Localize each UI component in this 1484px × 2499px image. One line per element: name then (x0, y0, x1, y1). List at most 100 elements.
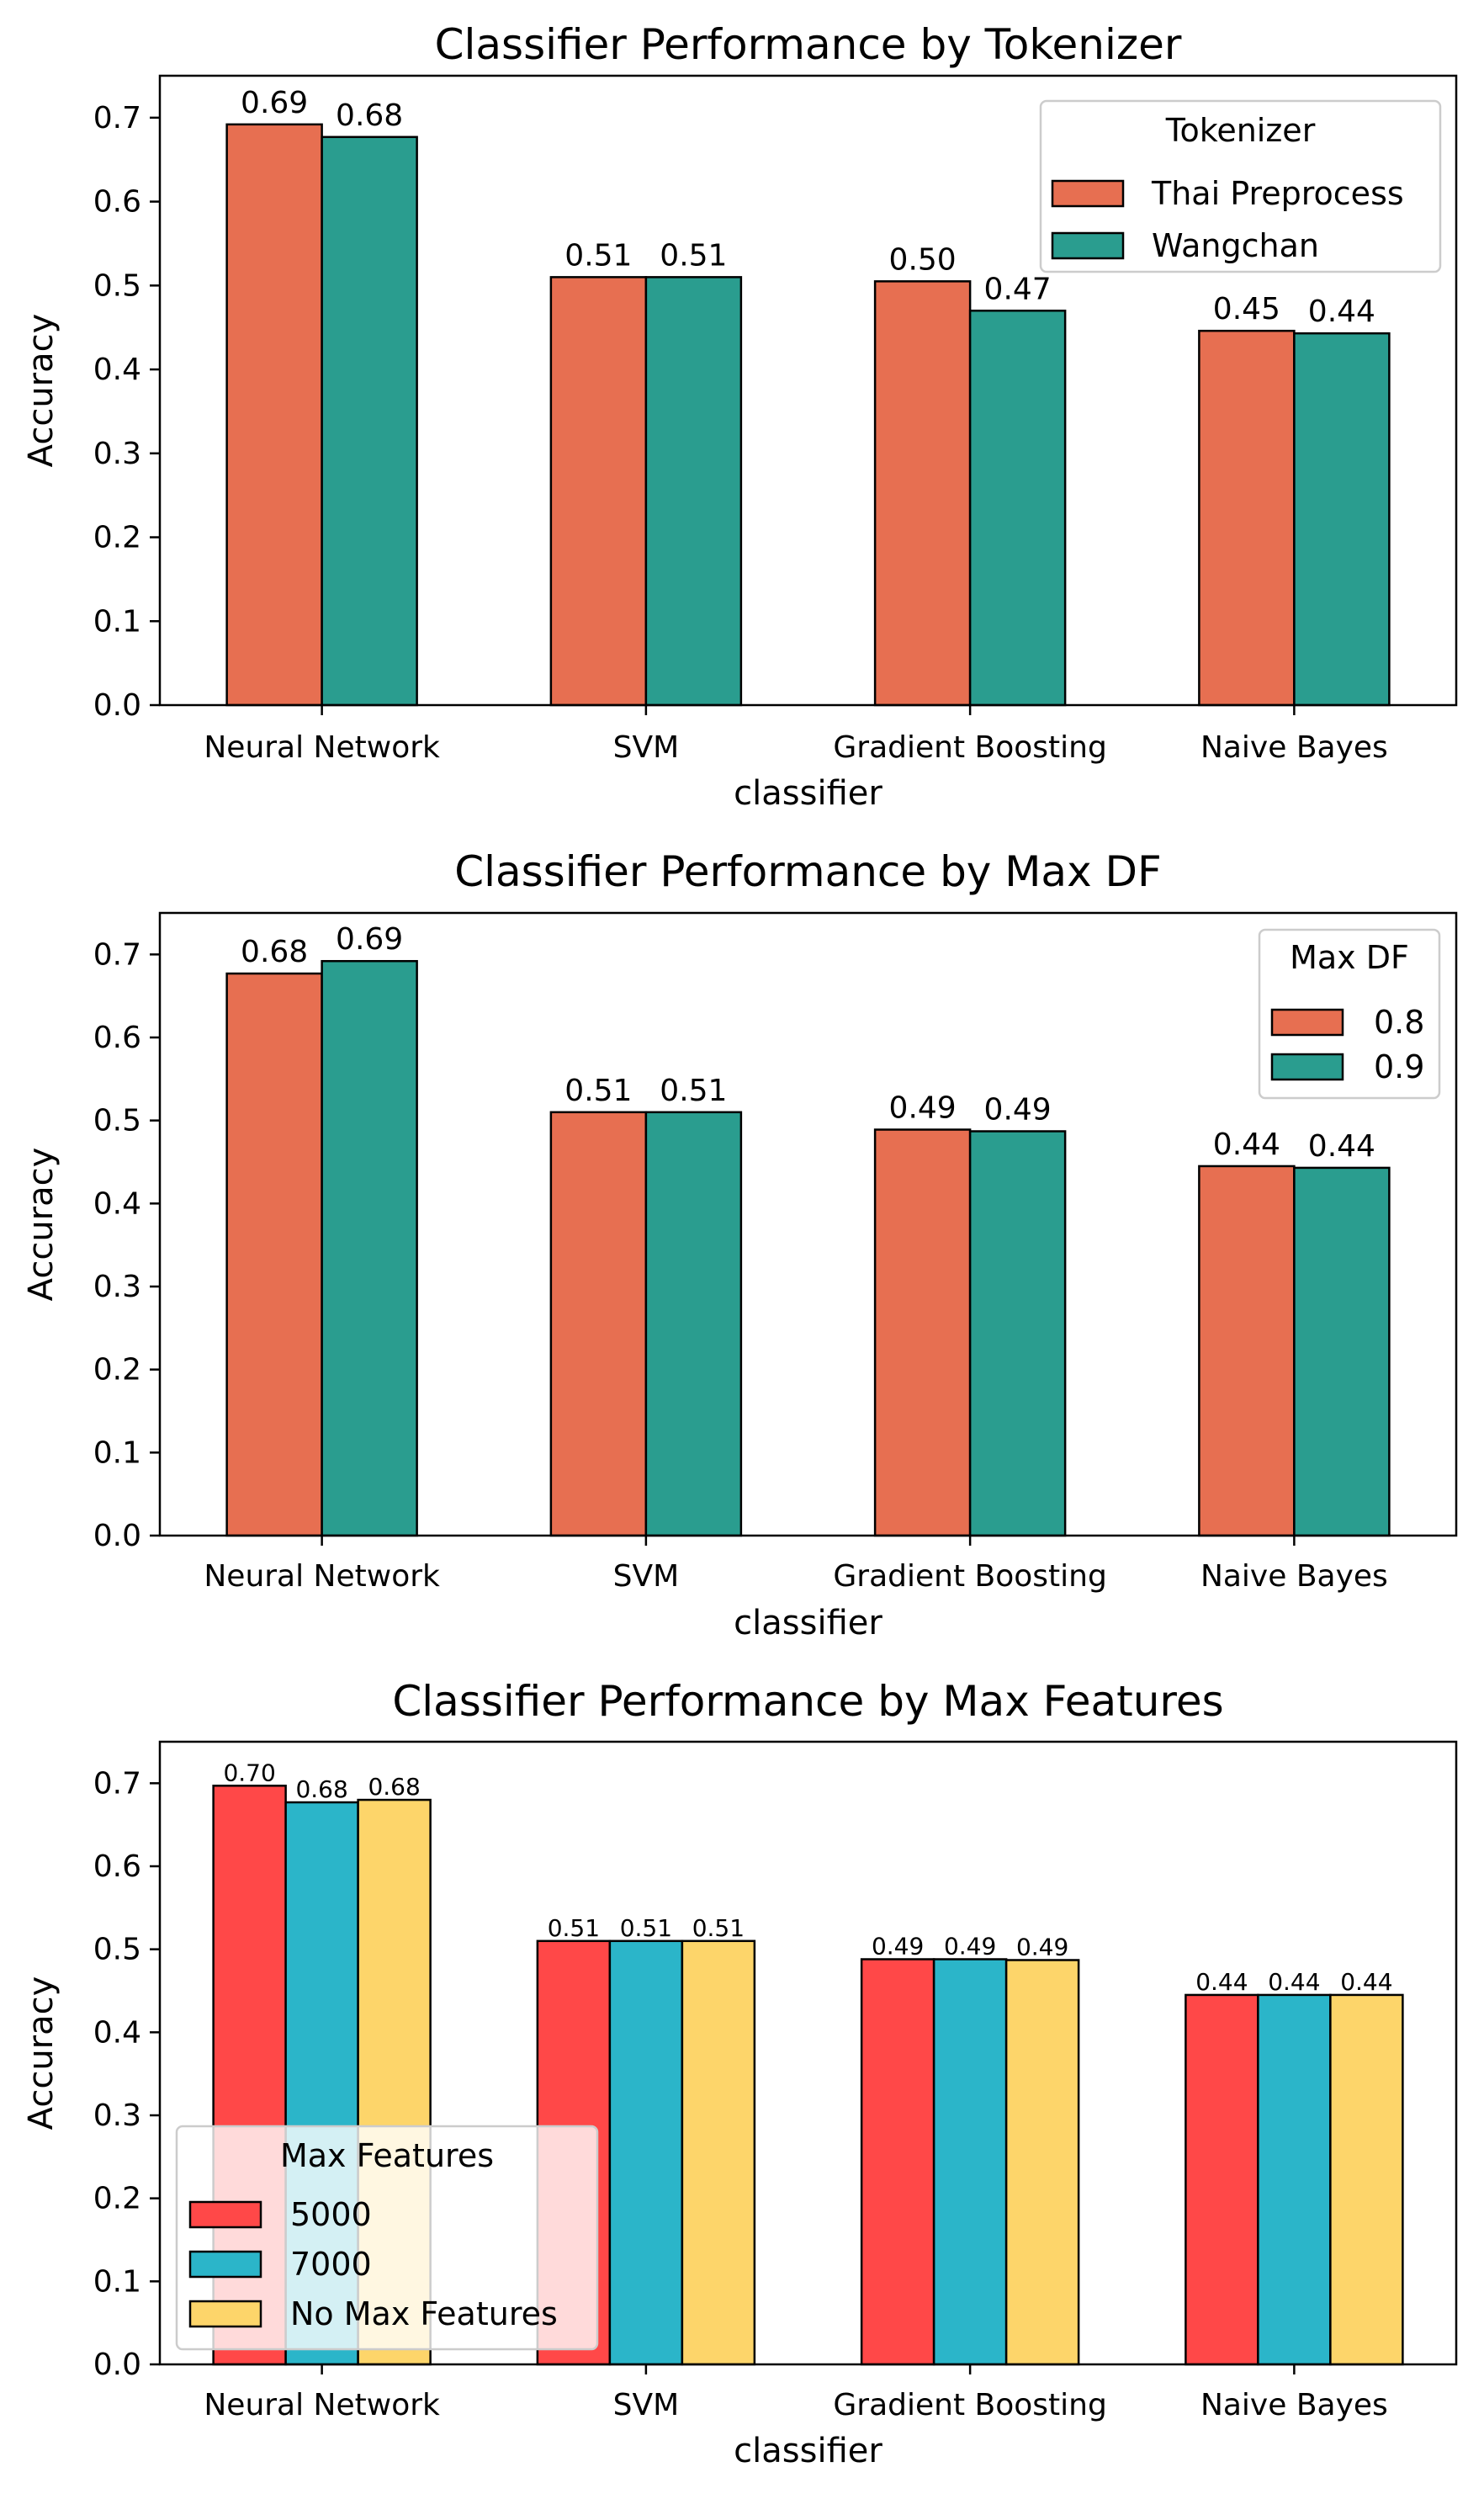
legend-swatch (188, 2250, 262, 2279)
bar-value-label: 0.51 (564, 238, 632, 273)
x-tick-label: SVM (613, 730, 680, 765)
bar (644, 1111, 743, 1537)
plot-area-frame (158, 74, 1458, 707)
legend-swatch (188, 2300, 262, 2328)
bar (321, 135, 418, 707)
bar (1004, 1959, 1080, 2366)
bar-value-label: 0.68 (241, 935, 308, 969)
bar-value-label: 0.68 (368, 1773, 420, 1801)
legend-swatch (188, 2200, 262, 2229)
chart-panel-3: Classifier Performance by Max Features 0.… (22, 1677, 1458, 2470)
y-tick-label: 0.3 (93, 2098, 141, 2133)
bar (873, 280, 972, 707)
bar-value-label: 0.68 (295, 1775, 347, 1803)
bar-value-label: 0.49 (944, 1933, 996, 1960)
legend-swatch (1270, 1053, 1344, 1081)
legend-title: Max Features (280, 2137, 494, 2174)
chart-title: Classifier Performance by Tokenizer (435, 20, 1182, 69)
bar-value-label: 0.50 (889, 242, 957, 277)
bar (860, 1958, 935, 2366)
legend-entry-label: No Max Features (290, 2295, 558, 2332)
bar-value-label: 0.69 (336, 922, 403, 957)
plot-area-frame (158, 1740, 1458, 2366)
y-tick-label: 0.6 (93, 1021, 141, 1055)
y-tick-label: 0.0 (93, 1519, 141, 1553)
bar (225, 972, 323, 1537)
bar (1293, 332, 1391, 707)
bar-value-label: 0.51 (660, 1074, 727, 1108)
y-tick-label: 0.5 (93, 1104, 141, 1138)
legend-entry-label: 7000 (290, 2246, 372, 2283)
bar (225, 123, 323, 707)
y-axis-label: Accuracy (22, 1976, 61, 2130)
legend-entry-label: Wangchan (1152, 227, 1319, 264)
chart-title: Classifier Performance by Max DF (454, 847, 1162, 896)
bar (1293, 1166, 1391, 1537)
x-tick-label: Naive Bayes (1200, 1559, 1388, 1594)
bar (968, 310, 1067, 707)
legend-entry-label: 5000 (290, 2196, 372, 2233)
bar-value-label: 0.70 (223, 1759, 275, 1786)
bar-value-label: 0.49 (872, 1933, 924, 1960)
legend-swatch (1270, 1008, 1344, 1037)
bar-value-label: 0.44 (1268, 1968, 1320, 1996)
y-tick-label: 0.3 (93, 437, 141, 471)
legend-entry-label: 0.8 (1374, 1004, 1424, 1041)
bar-value-label: 0.51 (548, 1914, 600, 1942)
bar (644, 276, 743, 707)
legend-entry-label: Thai Preprocess (1151, 175, 1404, 212)
x-tick-label: Neural Network (204, 1559, 440, 1594)
bar-value-label: 0.44 (1308, 1129, 1375, 1164)
y-tick-label: 0.1 (93, 2264, 141, 2299)
x-tick-label: Neural Network (204, 2388, 440, 2422)
bar-value-label: 0.51 (692, 1914, 745, 1942)
bar-value-label: 0.44 (1195, 1968, 1248, 1996)
bar (549, 276, 648, 707)
x-axis-label: classifier (734, 1604, 882, 1642)
chart-panel-1: Classifier Performance by Tokenizer 0.0 0.… (22, 20, 1458, 813)
y-tick-label: 0.1 (93, 1435, 141, 1470)
bar-value-label: 0.69 (241, 86, 308, 120)
y-axis-label: Accuracy (22, 314, 61, 468)
y-tick-label: 0.5 (93, 268, 141, 303)
x-tick-label: Gradient Boosting (833, 2388, 1106, 2422)
y-tick-label: 0.2 (93, 521, 141, 555)
y-tick-label: 0.4 (93, 2015, 141, 2050)
y-axis-label: Accuracy (22, 1148, 61, 1302)
plot-area-frame (158, 911, 1458, 1537)
y-tick-label: 0.4 (93, 1186, 141, 1221)
legend: Max Features 5000 7000 No Max Features (175, 2125, 599, 2351)
x-tick-label: Naive Bayes (1200, 730, 1388, 765)
y-tick-label: 0.2 (93, 2182, 141, 2216)
bar-value-label: 0.51 (620, 1914, 672, 1942)
bar-value-label: 0.49 (1016, 1933, 1068, 1960)
bar (1198, 1165, 1296, 1537)
y-tick-label: 0.7 (93, 937, 141, 972)
x-tick-label: Gradient Boosting (833, 1559, 1106, 1594)
legend-frame (175, 2125, 599, 2351)
bar-value-label: 0.51 (660, 238, 727, 273)
y-tick-label: 0.4 (93, 353, 141, 387)
legend: Tokenizer Thai Preprocess Wangchan (1039, 99, 1442, 273)
x-tick-label: Gradient Boosting (833, 730, 1106, 765)
bar (968, 1130, 1067, 1537)
chart-panel-2: Classifier Performance by Max DF 0.0 0.1 0.… (22, 847, 1458, 1642)
legend-entry-label: 0.9 (1374, 1048, 1424, 1085)
bar (932, 1958, 1008, 2366)
y-tick-label: 0.6 (93, 1849, 141, 1884)
bar (1329, 1993, 1404, 2366)
bar (681, 1939, 756, 2366)
x-tick-label: Neural Network (204, 730, 440, 765)
legend-frame (1039, 99, 1442, 273)
bar (873, 1128, 972, 1537)
legend-title: Tokenizer (1165, 112, 1316, 149)
bar-value-label: 0.45 (1213, 292, 1280, 326)
bar (549, 1111, 648, 1537)
bar-value-label: 0.49 (984, 1092, 1052, 1127)
legend-swatch (1051, 179, 1125, 208)
chart-title: Classifier Performance by Max Features (392, 1677, 1223, 1726)
bar (608, 1939, 684, 2366)
y-tick-label: 0.2 (93, 1353, 141, 1387)
y-tick-label: 0.6 (93, 185, 141, 220)
